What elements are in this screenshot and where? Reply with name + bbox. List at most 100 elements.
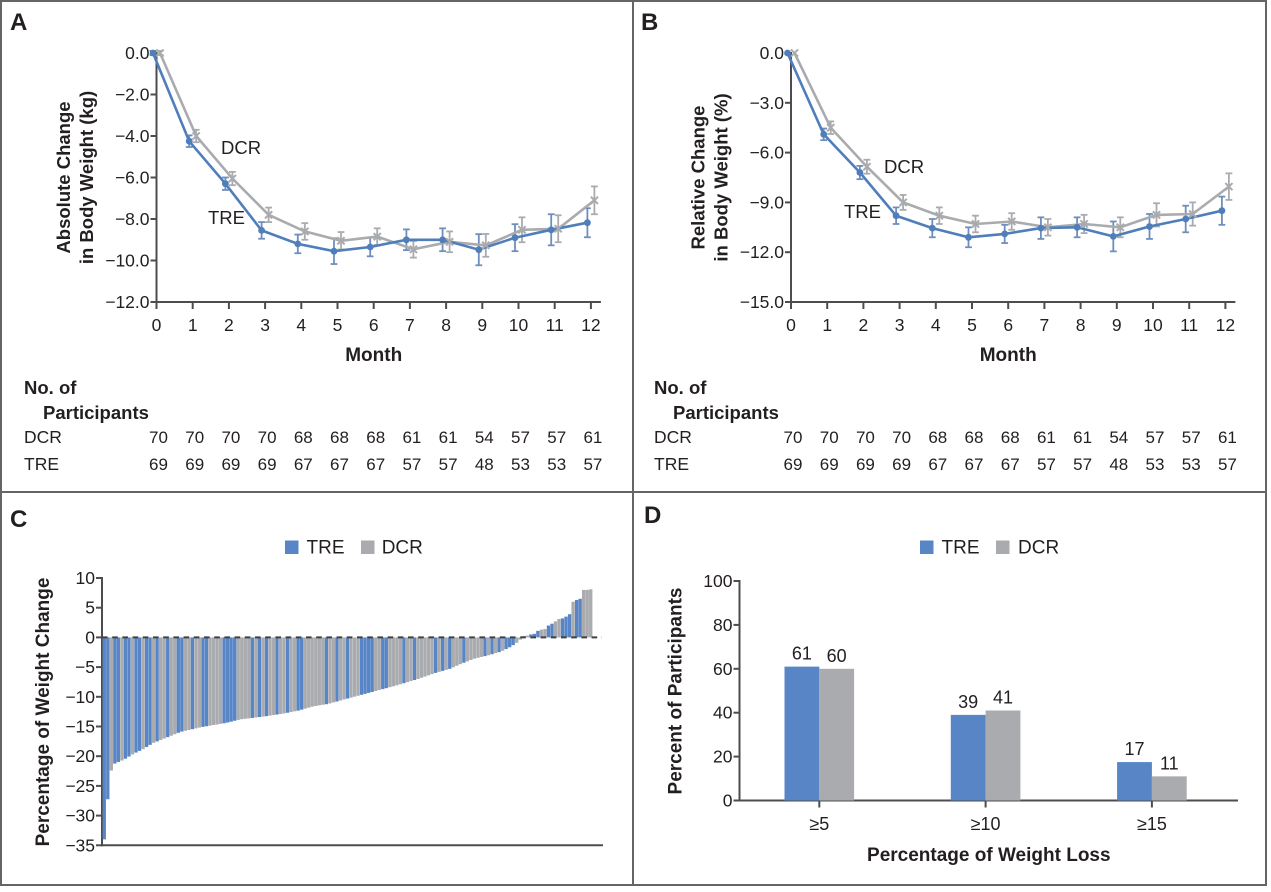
svg-text:9: 9: [477, 315, 487, 335]
svg-text:TRE: TRE: [208, 207, 245, 228]
svg-text:TRE: TRE: [654, 454, 689, 474]
svg-text:61: 61: [402, 428, 421, 447]
svg-text:70: 70: [258, 428, 277, 447]
svg-text:69: 69: [221, 455, 240, 474]
svg-text:DCR: DCR: [884, 156, 924, 177]
svg-text:−9.0: −9.0: [749, 192, 784, 212]
svg-text:Month: Month: [980, 345, 1037, 366]
svg-text:67: 67: [1001, 455, 1020, 474]
svg-text:B: B: [641, 9, 658, 36]
svg-text:TRE: TRE: [24, 454, 59, 474]
svg-text:69: 69: [892, 455, 911, 474]
svg-text:3: 3: [260, 315, 270, 335]
svg-text:17: 17: [1124, 739, 1144, 759]
svg-text:57: 57: [439, 455, 458, 474]
svg-text:9: 9: [1112, 315, 1122, 335]
svg-text:57: 57: [511, 428, 530, 447]
svg-text:Month: Month: [345, 345, 402, 366]
svg-text:11: 11: [1160, 753, 1179, 773]
svg-text:≥5: ≥5: [809, 814, 829, 834]
svg-text:70: 70: [784, 428, 803, 447]
svg-text:69: 69: [185, 455, 204, 474]
svg-text:40: 40: [713, 703, 733, 723]
svg-text:DCR: DCR: [382, 538, 423, 559]
svg-text:70: 70: [892, 428, 911, 447]
svg-text:Percentage of Weight Change: Percentage of Weight Change: [33, 578, 54, 847]
svg-text:−3.0: −3.0: [749, 93, 784, 113]
svg-text:−10.0: −10.0: [105, 251, 150, 271]
svg-text:1: 1: [188, 315, 198, 335]
svg-text:70: 70: [221, 428, 240, 447]
svg-text:60: 60: [827, 646, 847, 666]
svg-text:−10: −10: [65, 687, 95, 707]
svg-text:−30: −30: [65, 806, 95, 826]
svg-text:TRE: TRE: [844, 201, 881, 222]
svg-text:10: 10: [1143, 315, 1163, 335]
svg-text:57: 57: [402, 455, 421, 474]
svg-text:54: 54: [1109, 428, 1128, 447]
svg-text:69: 69: [258, 455, 277, 474]
svg-text:69: 69: [856, 455, 875, 474]
svg-text:No. of: No. of: [654, 377, 707, 398]
svg-text:8: 8: [1076, 315, 1086, 335]
svg-text:≥15: ≥15: [1137, 814, 1167, 834]
svg-text:53: 53: [511, 455, 530, 474]
svg-text:7: 7: [405, 315, 415, 335]
svg-text:Participants: Participants: [673, 402, 779, 423]
svg-text:57: 57: [1182, 428, 1201, 447]
svg-text:in Body Weight (kg): in Body Weight (kg): [76, 91, 97, 264]
svg-text:6: 6: [369, 315, 379, 335]
svg-text:TRE: TRE: [307, 538, 345, 559]
svg-text:11: 11: [546, 315, 564, 335]
svg-text:57: 57: [583, 455, 602, 474]
svg-text:4: 4: [296, 315, 306, 335]
svg-text:3: 3: [895, 315, 905, 335]
svg-text:−2.0: −2.0: [115, 85, 150, 105]
svg-text:0.0: 0.0: [125, 43, 150, 63]
svg-text:0.0: 0.0: [760, 43, 785, 63]
svg-text:DCR: DCR: [24, 427, 62, 447]
svg-text:5: 5: [333, 315, 343, 335]
svg-text:57: 57: [547, 428, 566, 447]
svg-text:61: 61: [1073, 428, 1092, 447]
svg-text:69: 69: [820, 455, 839, 474]
svg-text:TRE: TRE: [942, 538, 980, 559]
svg-text:7: 7: [1040, 315, 1050, 335]
svg-text:DCR: DCR: [221, 137, 261, 158]
svg-text:67: 67: [366, 455, 385, 474]
svg-text:Absolute Change: Absolute Change: [53, 101, 74, 253]
svg-text:41: 41: [993, 688, 1013, 708]
svg-text:No. of: No. of: [24, 377, 77, 398]
svg-text:61: 61: [792, 644, 812, 664]
svg-text:−20: −20: [65, 746, 95, 766]
svg-text:68: 68: [1001, 428, 1020, 447]
svg-text:10: 10: [76, 568, 96, 588]
svg-text:70: 70: [820, 428, 839, 447]
svg-text:−4.0: −4.0: [115, 126, 150, 146]
svg-text:68: 68: [366, 428, 385, 447]
svg-text:−6.0: −6.0: [749, 143, 784, 163]
svg-text:−15: −15: [65, 717, 95, 737]
svg-text:1: 1: [822, 315, 832, 335]
svg-text:0: 0: [152, 315, 162, 335]
svg-text:−35: −35: [65, 835, 95, 855]
svg-text:48: 48: [1109, 455, 1128, 474]
svg-text:−25: −25: [65, 776, 95, 796]
svg-text:Participants: Participants: [43, 402, 149, 423]
svg-text:A: A: [10, 9, 27, 36]
svg-text:39: 39: [958, 692, 978, 712]
svg-text:69: 69: [149, 455, 168, 474]
svg-text:6: 6: [1003, 315, 1013, 335]
svg-text:61: 61: [439, 428, 458, 447]
svg-text:57: 57: [1037, 455, 1056, 474]
svg-text:0: 0: [786, 315, 796, 335]
svg-text:61: 61: [1218, 428, 1237, 447]
svg-text:−5: −5: [75, 657, 95, 677]
svg-text:12: 12: [581, 315, 600, 335]
svg-text:53: 53: [1146, 455, 1165, 474]
svg-text:4: 4: [931, 315, 941, 335]
svg-text:61: 61: [583, 428, 602, 447]
svg-text:60: 60: [713, 659, 733, 679]
svg-text:D: D: [644, 502, 661, 529]
svg-text:67: 67: [928, 455, 947, 474]
